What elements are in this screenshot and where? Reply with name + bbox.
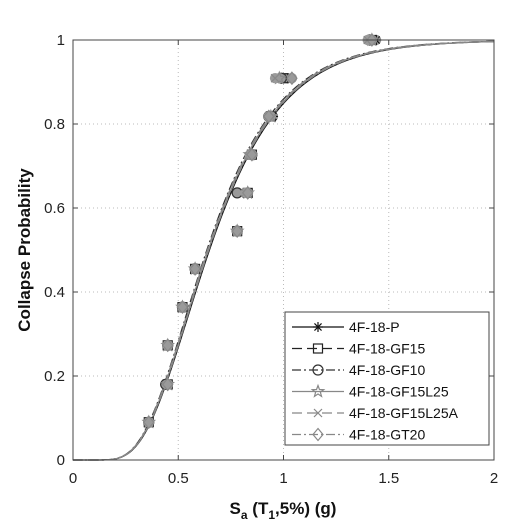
point-fill — [143, 417, 154, 428]
legend-marker-4f-18-gt20 — [312, 427, 324, 442]
point-4f-18-gt20 — [189, 261, 201, 276]
curve-4f-18-gt20 — [73, 40, 495, 461]
data-markers — [141, 32, 382, 430]
point-4f-18-gt20 — [161, 377, 174, 392]
y-tick-label: 0.8 — [44, 116, 65, 133]
point-fill — [177, 301, 188, 313]
legend-marker-4f-18-gf10 — [312, 364, 324, 376]
point-fill — [231, 225, 243, 237]
point-4f-18-gf15l25a — [270, 73, 280, 83]
y-axis-title: Collapse Probability — [15, 168, 34, 332]
legend-marker-4f-18-p — [313, 322, 323, 332]
point-4f-18-gt20 — [241, 185, 254, 200]
point-fill — [162, 379, 173, 390]
legend-box — [284, 311, 490, 446]
axis-ticks: 0 0.5 1 1.5 2 0 0.2 0.4 0.6 0.8 1 — [44, 32, 498, 487]
point-fill — [246, 149, 258, 160]
legend-label-4f-18-p: 4F-18-P — [349, 319, 400, 335]
point-4f-18-gt20 — [286, 71, 298, 86]
point-fill — [162, 340, 173, 351]
x-tick-label: 1.5 — [378, 470, 399, 487]
x-axis-title-tail: ,5%) (g) — [275, 499, 336, 518]
y-tick-label: 0 — [57, 452, 65, 469]
point-4f-18-gt20 — [366, 33, 378, 47]
point-4f-18-gt20 — [176, 300, 189, 315]
legend-marker-4f-18-gf15 — [312, 343, 324, 354]
point-4f-18-gt20 — [161, 338, 174, 353]
legend-label-4f-18-gf15: 4F-18-GF15 — [349, 341, 425, 357]
point-4f-18-gt20 — [231, 224, 243, 239]
legend-marker-4f-18-gf15l25a — [313, 408, 323, 418]
x-axis-title-mid: (T — [248, 499, 269, 518]
point-4f-18-gt20 — [246, 147, 258, 162]
point-4f-18-gt20 — [262, 109, 275, 124]
x-tick-label: 2 — [490, 470, 498, 487]
point-fill — [189, 263, 201, 275]
legend-label-4f-18-gf10: 4F-18-GF10 — [349, 362, 425, 378]
point-fill — [231, 187, 243, 199]
legend-label-4f-18-gf15l25: 4F-18-GF15L25 — [349, 384, 449, 400]
x-axis-title-mid-sub: 1 — [268, 508, 275, 522]
legend-marker-4f-18-gf15l25 — [310, 383, 326, 398]
point-4f-18-gt20 — [142, 415, 155, 430]
legend-label-4f-18-gt20: 4F-18-GT20 — [349, 427, 425, 443]
legend: 4F-18-P 4F-18-GF15 4F-18-GF10 4F-18-GF15L25… — [284, 311, 490, 446]
x-axis-title: Sa (T1,5%) (g) — [230, 499, 337, 522]
x-axis-title-base: S — [230, 499, 241, 518]
point-fill — [242, 187, 253, 199]
x-axis-title-base-sub: a — [241, 508, 248, 522]
point-fill — [286, 73, 298, 84]
fragility-curves — [73, 40, 495, 461]
y-tick-label: 1 — [57, 32, 65, 49]
legend-label-4f-18-gf15l25a: 4F-18-GF15L25A — [349, 405, 459, 421]
y-tick-label: 0.4 — [44, 284, 65, 301]
y-tick-label: 0.2 — [44, 368, 65, 385]
x-tick-label: 0 — [69, 470, 77, 487]
point-fill — [263, 111, 274, 122]
y-tick-label: 0.6 — [44, 200, 65, 217]
x-tick-label: 1 — [279, 470, 287, 487]
x-tick-label: 0.5 — [168, 470, 189, 487]
